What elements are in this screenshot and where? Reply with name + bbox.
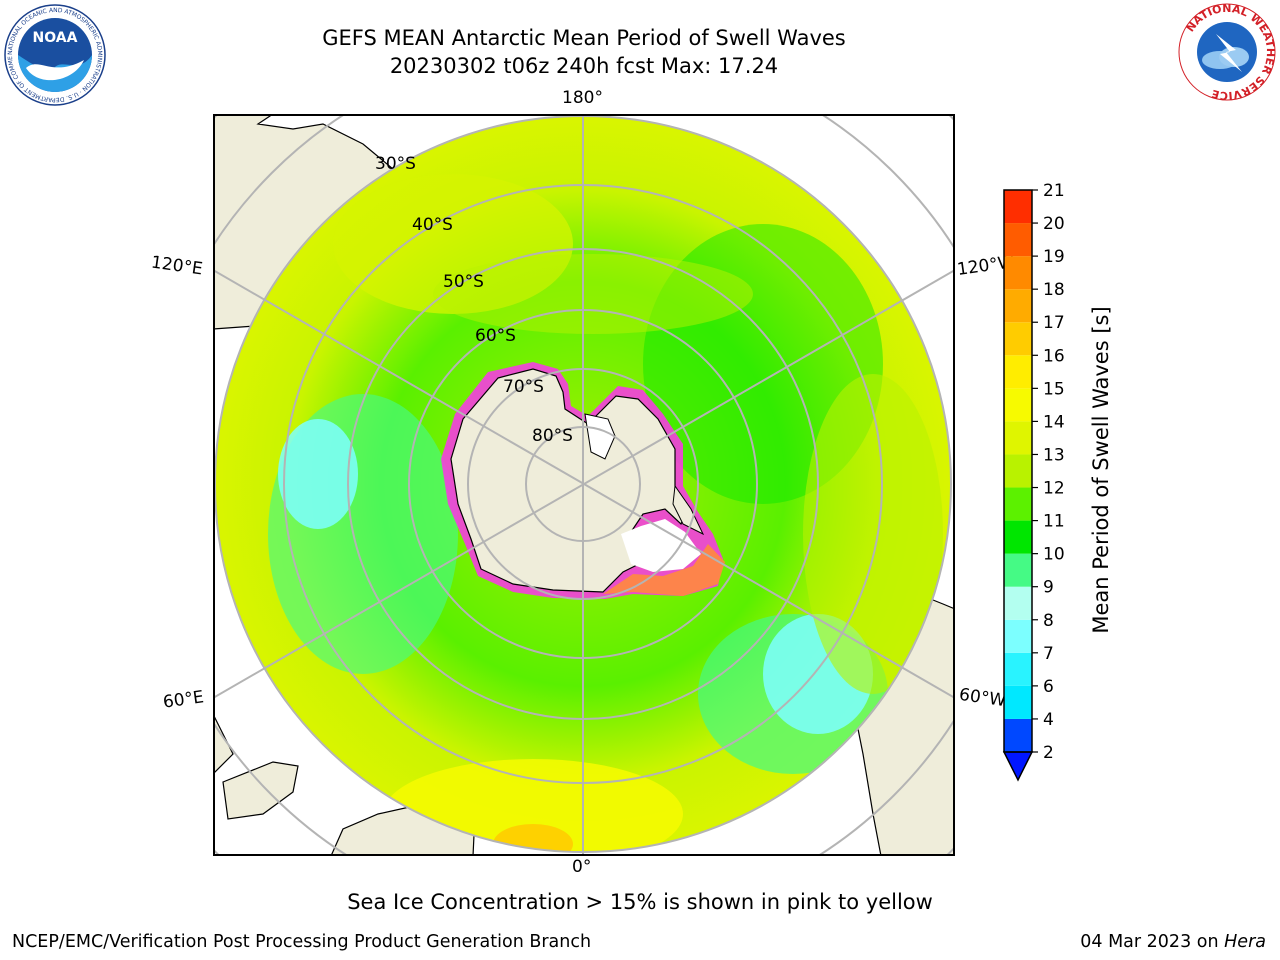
colorbar-tick-label: 9 [1043,578,1054,598]
colorbar-label: Mean Period of Swell Waves [s] [1089,306,1113,633]
colorbar-segment [1004,223,1032,256]
sea-ice-caption: Sea Ice Concentration > 15% is shown in … [0,890,1280,914]
colorbar-segment [1004,289,1032,322]
colorbar-segment [1004,587,1032,620]
lat-label-70s: 70°S [503,377,544,397]
colorbar-tick-label: 7 [1043,644,1054,664]
footer-host: Hera [1224,932,1266,952]
lon-label-60e: 60°E [162,687,205,712]
lat-label-30s: 30°S [375,154,416,174]
colorbar-tick-label: 4 [1043,710,1054,730]
colorbar-segment [1004,620,1032,653]
colorbar-segment [1004,719,1032,752]
colorbar-tick-label: 14 [1043,412,1065,432]
colorbar-segment [1004,256,1032,289]
colorbar-segment [1004,686,1032,719]
lat-label-40s: 40°S [412,215,453,235]
lat-label-50s: 50°S [443,272,484,292]
footer-date: 04 Mar 2023 on Hera [1080,932,1266,952]
lon-label-120e: 120°E [150,252,204,279]
lat-label-60s: 60°S [475,326,516,346]
footer-credit: NCEP/EMC/Verification Post Processing Pr… [12,932,591,952]
colorbar-tick-label: 13 [1043,445,1065,465]
colorbar-tick-label: 2 [1043,743,1054,763]
lon-label-0: 0° [572,857,591,877]
colorbar-tick-label: 15 [1043,379,1065,399]
colorbar-segment [1004,653,1032,686]
colorbar-tick-label: 19 [1043,247,1065,267]
colorbar-segment [1004,488,1032,521]
colorbar-under-triangle [1004,752,1032,780]
colorbar-tick-label: 16 [1043,346,1065,366]
colorbar-segment [1004,554,1032,587]
colorbar-tick-label: 6 [1043,677,1054,697]
lon-label-180: 180° [562,88,603,108]
colorbar-tick-label: 20 [1043,214,1065,234]
map-title: GEFS MEAN Antarctic Mean Period of Swell… [0,26,1168,50]
colorbar-segment [1004,454,1032,487]
colorbar-tick-label: 8 [1043,611,1054,631]
lat-label-80s: 80°S [532,426,573,446]
noaa-logo-text: NOAA [33,30,78,46]
footer-date-text: 04 Mar 2023 on [1080,932,1218,952]
colorbar-segment [1004,388,1032,421]
colorbar-segment [1004,421,1032,454]
colorbar-segment [1004,355,1032,388]
colorbar: 2 4 6 7 8 9 10 11 12 13 14 15 16 17 18 19 20 21 Mean Peri… [990,180,1120,790]
colorbar-segment [1004,521,1032,554]
colorbar-tick-label: 11 [1043,512,1065,532]
colorbar-tick-label: 12 [1043,479,1065,499]
colorbar-segment [1004,322,1032,355]
colorbar-tick-label: 18 [1043,280,1065,300]
noaa-logo: NATIONAL OCEANIC AND ATMOSPHERIC ADMINIS… [4,4,106,106]
colorbar-tick-label: 21 [1043,181,1065,201]
map-subtitle: 20230302 t06z 240h fcst Max: 17.24 [0,54,1168,78]
colorbar-tick-label: 10 [1043,545,1065,565]
colorbar-tick-label: 17 [1043,313,1065,333]
polar-map: 30°S 40°S 50°S 60°S 70°S 80°S [213,114,955,856]
colorbar-segment [1004,190,1032,223]
colorbar-segments [1004,190,1032,780]
nws-logo: NATIONAL WEATHER SERVICE [1176,2,1278,102]
colorbar-ticks: 2 4 6 7 8 9 10 11 12 13 14 15 16 17 18 19 20 21 [1032,181,1065,763]
